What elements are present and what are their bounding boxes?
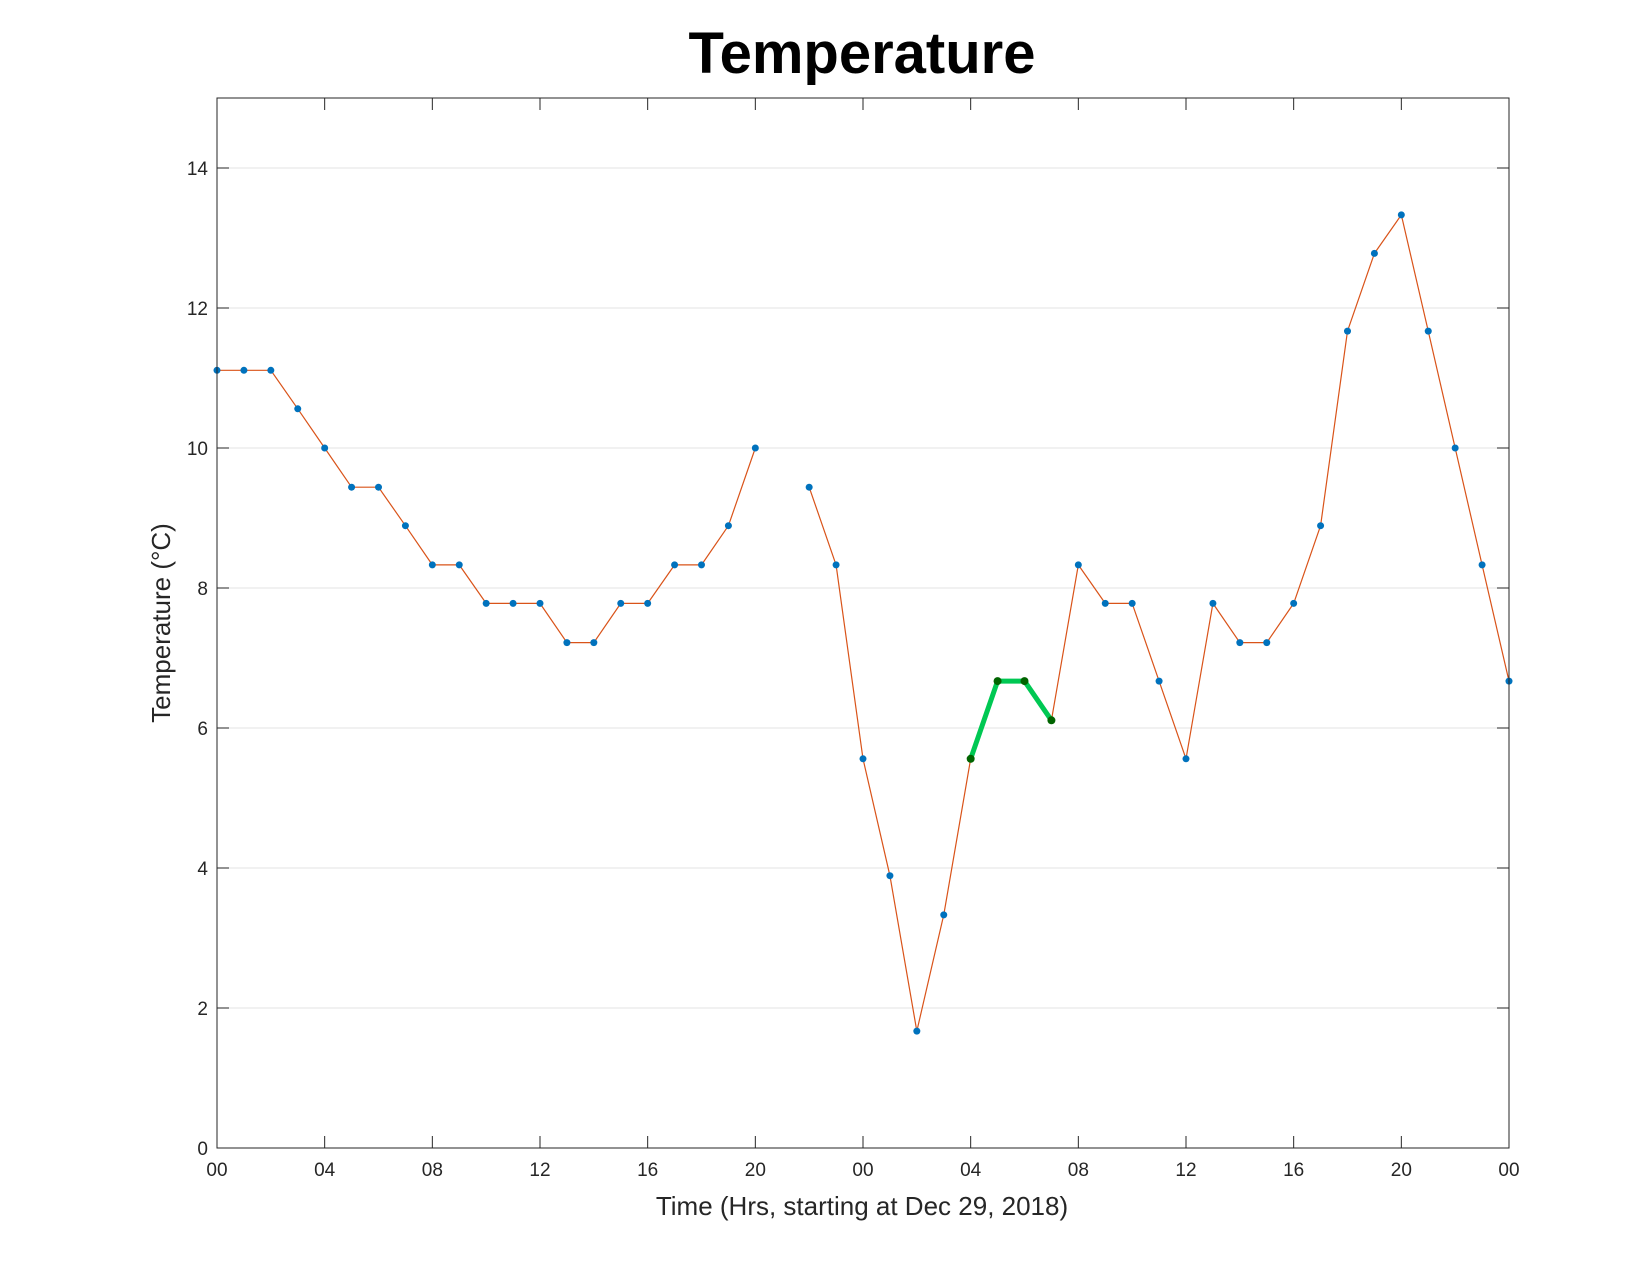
highlight-data-point (1020, 677, 1029, 686)
plot-frame (216, 97, 1510, 1149)
data-point (536, 599, 544, 607)
x-tick-label: 12 (1175, 1160, 1196, 1181)
x-tick-label: 00 (1498, 1160, 1519, 1181)
data-point (859, 755, 867, 763)
data-point (724, 522, 732, 530)
x-tick-label: 00 (852, 1160, 873, 1181)
data-point (751, 444, 759, 452)
data-point (913, 1027, 921, 1035)
data-point (1344, 327, 1351, 335)
data-point (1101, 599, 1109, 607)
data-point (617, 599, 625, 607)
data-point (1317, 522, 1325, 530)
data-point (698, 561, 705, 569)
data-point (1263, 639, 1271, 647)
data-point (1182, 755, 1190, 763)
x-tick-label: 12 (529, 1160, 550, 1181)
data-point (375, 483, 382, 491)
data-point (1074, 561, 1082, 569)
y-tick-label: 6 (197, 719, 208, 740)
y-tick-label: 0 (197, 1139, 208, 1160)
highlight-data-point (1047, 716, 1056, 725)
temperature-series-line (808, 214, 1510, 1032)
y-tick-label: 10 (187, 439, 208, 460)
x-tick-label: 00 (206, 1160, 227, 1181)
data-point (1236, 639, 1244, 647)
y-axis-label: Temperature (°C) (146, 523, 176, 723)
data-point (886, 872, 894, 880)
x-tick-label: 04 (960, 1160, 982, 1181)
chart-title: Temperature (688, 21, 1035, 86)
data-point (401, 522, 409, 530)
x-tick-label: 08 (1068, 1160, 1089, 1181)
y-tick-label: 2 (197, 999, 208, 1020)
data-point (563, 639, 571, 647)
data-point (455, 561, 463, 569)
data-point (940, 911, 948, 919)
data-point (1290, 599, 1298, 607)
y-tick-label: 4 (197, 859, 208, 880)
x-tick-label: 16 (1283, 1160, 1304, 1181)
data-point (1155, 677, 1163, 685)
data-point (1370, 249, 1378, 257)
x-axis-label: Time (Hrs, starting at Dec 29, 2018) (656, 1191, 1068, 1221)
data-point (1451, 444, 1459, 452)
x-tick-label: 16 (637, 1160, 658, 1181)
data-point (240, 366, 248, 374)
x-tick-label: 20 (745, 1160, 766, 1181)
data-series (213, 211, 1513, 1035)
data-point (321, 444, 329, 452)
data-point (509, 599, 517, 607)
highlight-data-point (966, 754, 975, 763)
data-point (671, 561, 679, 569)
data-point (1478, 561, 1486, 569)
data-point (1209, 599, 1217, 607)
data-point (590, 639, 598, 647)
data-point (348, 483, 356, 491)
data-point (1397, 211, 1405, 219)
x-tick-label: 04 (314, 1160, 336, 1181)
highlight-data-point (993, 677, 1002, 686)
data-point (1424, 327, 1432, 335)
highlight-series-line (968, 678, 1054, 762)
data-point (428, 561, 436, 569)
data-point (644, 599, 652, 607)
data-point (832, 561, 840, 569)
data-point (267, 366, 275, 374)
gridlines (217, 167, 1509, 1009)
x-tick-label: 20 (1391, 1160, 1412, 1181)
data-point (294, 405, 302, 413)
x-tick-label: 08 (422, 1160, 443, 1181)
y-tick-label: 14 (187, 159, 209, 180)
y-tick-label: 12 (187, 299, 208, 320)
axis-ticks: 0 2 4 6 8 10 12 14 00 04 08 12 16 20 00 04 08 12 16 20 00 (187, 98, 1520, 1181)
data-point (805, 483, 813, 491)
data-point (482, 599, 490, 607)
y-tick-label: 8 (197, 579, 208, 600)
data-point (1128, 599, 1136, 607)
